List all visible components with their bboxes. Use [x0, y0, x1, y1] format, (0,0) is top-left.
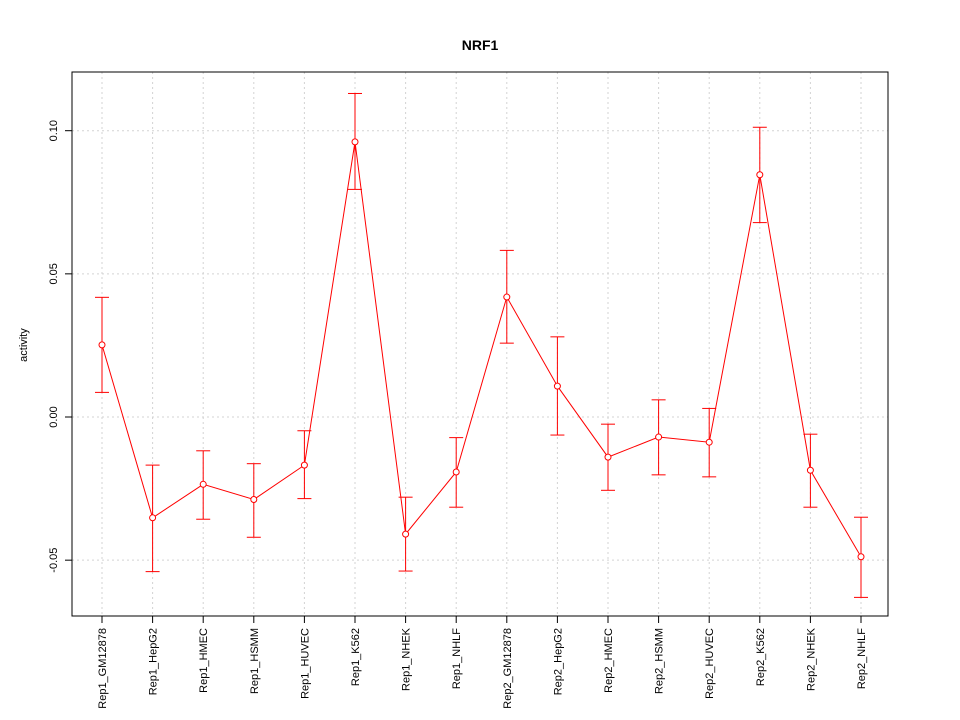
- x-tick-label: Rep1_NHLF: [451, 628, 463, 689]
- data-point: [452, 468, 460, 476]
- data-point: [98, 341, 106, 349]
- y-tick-label: 0.05: [48, 263, 60, 284]
- x-tick-label: Rep2_GM12878: [502, 628, 514, 709]
- x-axis: Rep1_GM12878 Rep1_HepG2 Rep1_HMEC Rep1_HSMM…: [97, 616, 868, 709]
- x-tick-label: Rep1_NHEK: [401, 627, 413, 691]
- data-point: [655, 433, 663, 441]
- x-tick-label: Rep1_HMEC: [198, 628, 210, 693]
- data-point: [553, 382, 561, 390]
- plot-frame: [71, 71, 889, 617]
- data-point: [402, 530, 410, 538]
- x-tick-label: Rep1_HUVEC: [299, 628, 311, 699]
- x-tick-label: Rep2_HUVEC: [704, 628, 716, 699]
- x-tick-label: Rep1_GM12878: [97, 628, 109, 709]
- x-tick-label: Rep1_HepG2: [148, 628, 160, 695]
- y-tick-label: 0.10: [48, 120, 60, 141]
- x-tick-label: Rep2_NHEK: [805, 627, 817, 691]
- grid: [72, 72, 888, 616]
- x-tick-label: Rep2_HepG2: [552, 628, 564, 695]
- x-tick-label: Rep2_NHLF: [856, 628, 868, 689]
- data-point: [756, 171, 764, 179]
- x-tick-label: Rep2_HSMM: [654, 628, 666, 694]
- y-tick-label: -0.05: [48, 548, 60, 573]
- x-tick-label: Rep1_K562: [350, 628, 362, 686]
- x-tick-label: Rep2_K562: [755, 628, 767, 686]
- series-line: [101, 141, 862, 557]
- data-point: [857, 553, 865, 561]
- data-point: [250, 495, 258, 503]
- series: [95, 92, 868, 598]
- data-point: [604, 453, 612, 461]
- data-point: [351, 138, 359, 146]
- data-point: [705, 438, 713, 446]
- y-axis: -0.05 0.00 0.05 0.10: [48, 120, 72, 573]
- x-tick-label: Rep2_HMEC: [603, 628, 615, 693]
- x-tick-label: Rep1_HSMM: [249, 628, 261, 694]
- chart-title: NRF1: [462, 37, 499, 53]
- y-axis-label: activity: [18, 328, 30, 362]
- data-point: [199, 480, 207, 488]
- data-point: [300, 461, 308, 469]
- data-point: [806, 466, 814, 474]
- data-point: [149, 514, 157, 522]
- data-point: [503, 293, 511, 301]
- y-tick-label: 0.00: [48, 406, 60, 427]
